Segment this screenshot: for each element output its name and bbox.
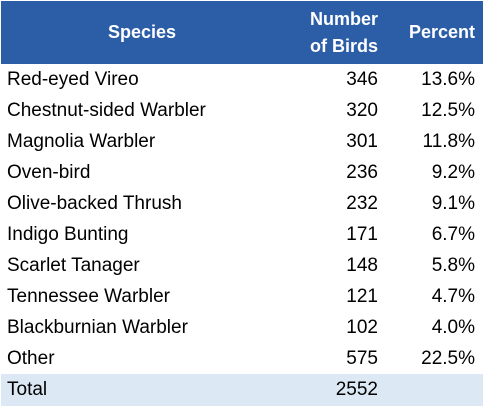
table-total-row: Total 2552 xyxy=(1,374,483,406)
percent-cell: 6.7% xyxy=(431,223,475,245)
table-row: Other 575 22.5% xyxy=(1,343,483,374)
count-cell: 236 xyxy=(346,161,378,183)
species-cell: Other xyxy=(7,347,55,369)
percent-cell: 12.5% xyxy=(421,99,475,121)
count-cell: 148 xyxy=(346,254,378,276)
header-number-line2: of Birds xyxy=(309,35,378,56)
table-row: Tennessee Warbler 121 4.7% xyxy=(1,281,483,312)
percent-cell: 4.0% xyxy=(431,316,475,338)
table-row: Indigo Bunting 171 6.7% xyxy=(1,219,483,250)
species-cell: Red-eyed Vireo xyxy=(7,68,139,90)
percent-cell: 11.8% xyxy=(422,130,475,152)
table-header-row: Species Number of Birds Percent xyxy=(1,1,483,64)
percent-cell: 9.1% xyxy=(431,192,475,214)
header-species: Species xyxy=(107,22,177,42)
header-number-line1: Number xyxy=(309,8,378,29)
table-row: Chestnut-sided Warbler 320 12.5% xyxy=(1,95,483,126)
table-row: Red-eyed Vireo 346 13.6% xyxy=(1,64,483,95)
species-cell: Indigo Bunting xyxy=(7,223,129,245)
species-cell: Scarlet Tanager xyxy=(7,254,140,276)
table-row: Oven-bird 236 9.2% xyxy=(1,157,483,188)
percent-cell: 4.7% xyxy=(431,285,475,307)
species-cell: Tennessee Warbler xyxy=(7,285,170,307)
species-cell: Chestnut-sided Warbler xyxy=(7,99,206,121)
count-cell: 121 xyxy=(346,285,378,307)
count-cell: 320 xyxy=(346,99,378,121)
header-percent: Percent xyxy=(408,22,475,42)
species-cell: Olive-backed Thrush xyxy=(7,192,182,214)
percent-cell: 5.8% xyxy=(431,254,475,276)
header-number-of-birds: Number of Birds xyxy=(283,6,380,60)
species-cell: Magnolia Warbler xyxy=(7,130,156,152)
count-cell: 171 xyxy=(346,223,378,245)
table-row: Blackburnian Warbler 102 4.0% xyxy=(1,312,483,343)
count-cell: 102 xyxy=(346,316,378,338)
total-count: 2552 xyxy=(335,379,378,400)
percent-cell: 13.6% xyxy=(421,68,475,90)
table-row: Magnolia Warbler 301 11.8% xyxy=(1,126,483,157)
percent-cell: 9.2% xyxy=(431,161,475,183)
count-cell: 232 xyxy=(346,192,378,214)
table-row: Scarlet Tanager 148 5.8% xyxy=(1,250,483,281)
count-cell: 575 xyxy=(346,347,378,369)
percent-cell: 22.5% xyxy=(421,347,475,369)
total-label: Total xyxy=(7,379,48,400)
table-row: Olive-backed Thrush 232 9.1% xyxy=(1,188,483,219)
species-cell: Oven-bird xyxy=(7,161,91,183)
count-cell: 301 xyxy=(346,130,378,152)
count-cell: 346 xyxy=(346,68,378,90)
species-cell: Blackburnian Warbler xyxy=(7,316,188,338)
